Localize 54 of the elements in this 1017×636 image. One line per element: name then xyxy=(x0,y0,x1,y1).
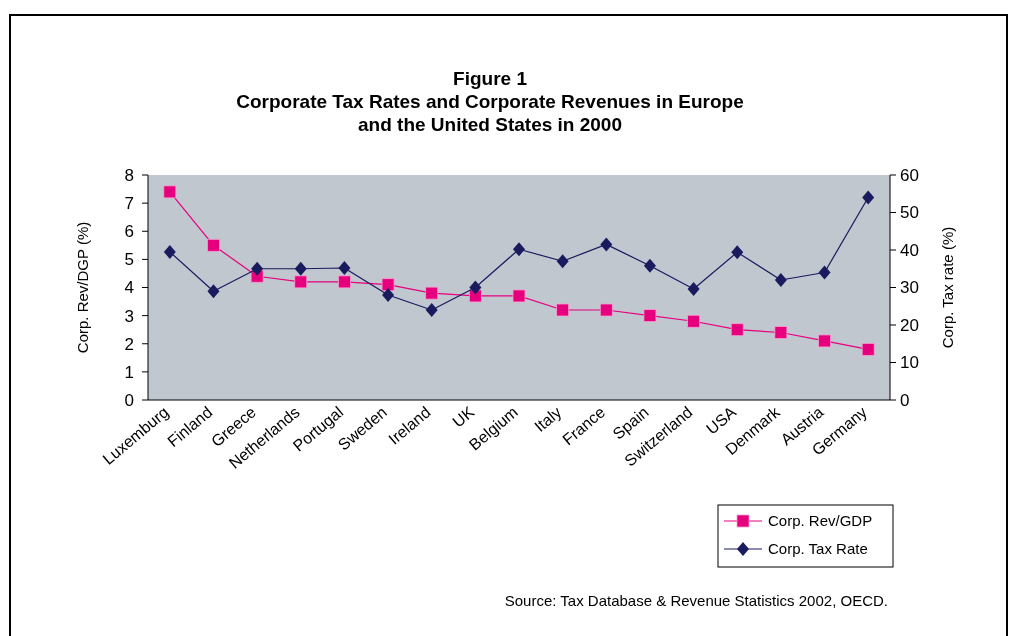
y-tick-label: 8 xyxy=(124,165,134,185)
point xyxy=(294,261,307,276)
point xyxy=(774,273,787,287)
point xyxy=(556,303,570,317)
point xyxy=(731,245,744,260)
point xyxy=(774,326,788,339)
chart-title: Figure 1 Corporate Tax Rates and Corporate Revenues in Europe and the United States in 2000 xyxy=(236,68,744,135)
point xyxy=(599,303,613,317)
point xyxy=(818,334,831,348)
point xyxy=(600,237,613,252)
point xyxy=(687,314,700,328)
y-tick-label: 4 xyxy=(124,278,134,298)
point xyxy=(862,190,875,205)
legend-label: Corp. Tax Rate xyxy=(768,540,868,558)
point xyxy=(338,261,351,275)
point xyxy=(381,278,395,292)
point xyxy=(556,254,569,269)
point xyxy=(643,258,656,273)
point xyxy=(382,288,395,302)
point xyxy=(643,309,657,323)
y2-tick-label: 40 xyxy=(900,240,919,260)
legend-label: Corp. Rev/GDP xyxy=(768,512,873,530)
y2-axis-title: Corp. Tax rate (%) xyxy=(939,226,956,349)
y2-tick-label: 60 xyxy=(900,165,919,185)
y2-tick-label: 10 xyxy=(900,353,919,373)
y-tick-label: 5 xyxy=(124,250,134,270)
y-tick-label: 6 xyxy=(124,222,134,242)
y-tick-label: 0 xyxy=(124,390,134,410)
point xyxy=(207,238,220,252)
y-tick-label: 1 xyxy=(124,362,134,382)
y2-tick-label: 0 xyxy=(900,390,910,410)
point xyxy=(687,282,700,296)
y2-tick-label: 20 xyxy=(900,315,919,335)
point xyxy=(251,261,264,276)
point xyxy=(163,244,176,259)
point xyxy=(425,303,438,317)
point xyxy=(294,275,308,289)
y-tick-label: 2 xyxy=(124,334,134,354)
point xyxy=(207,284,220,299)
point xyxy=(730,323,744,337)
point xyxy=(469,280,482,295)
point xyxy=(338,275,351,289)
y-tick-label: 7 xyxy=(124,194,134,214)
y-axis-title: Corp. Rev/DGP (%) xyxy=(74,221,91,354)
y-tick-label: 3 xyxy=(124,306,134,326)
point xyxy=(425,286,439,300)
point xyxy=(861,342,875,356)
y2-tick-label: 50 xyxy=(900,203,919,223)
point xyxy=(818,265,831,280)
point xyxy=(513,242,525,257)
point xyxy=(512,289,526,303)
point xyxy=(163,185,177,199)
source-note: Source: Tax Database & Revenue Statistics 2002, OECD. xyxy=(504,592,888,609)
y2-tick-label: 30 xyxy=(900,278,919,298)
